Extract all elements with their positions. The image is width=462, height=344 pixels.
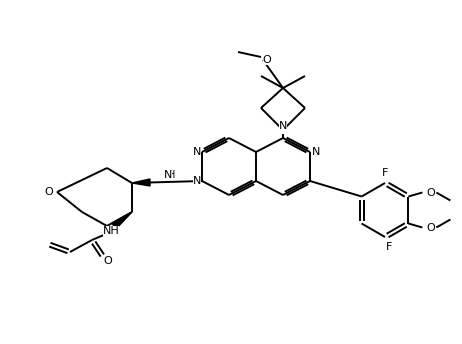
Text: O: O (426, 223, 435, 233)
Text: N: N (279, 121, 287, 131)
Polygon shape (112, 212, 132, 229)
Text: F: F (386, 242, 392, 252)
Text: O: O (103, 256, 112, 266)
Text: O: O (426, 187, 435, 197)
Text: O: O (45, 187, 54, 197)
Text: H: H (168, 170, 176, 180)
Text: NH: NH (103, 226, 119, 236)
Text: F: F (382, 168, 388, 178)
Polygon shape (132, 179, 150, 186)
Text: N: N (193, 147, 201, 157)
Text: N: N (164, 170, 172, 180)
Text: N: N (193, 176, 201, 186)
Text: N: N (312, 147, 320, 157)
Text: O: O (262, 55, 271, 65)
